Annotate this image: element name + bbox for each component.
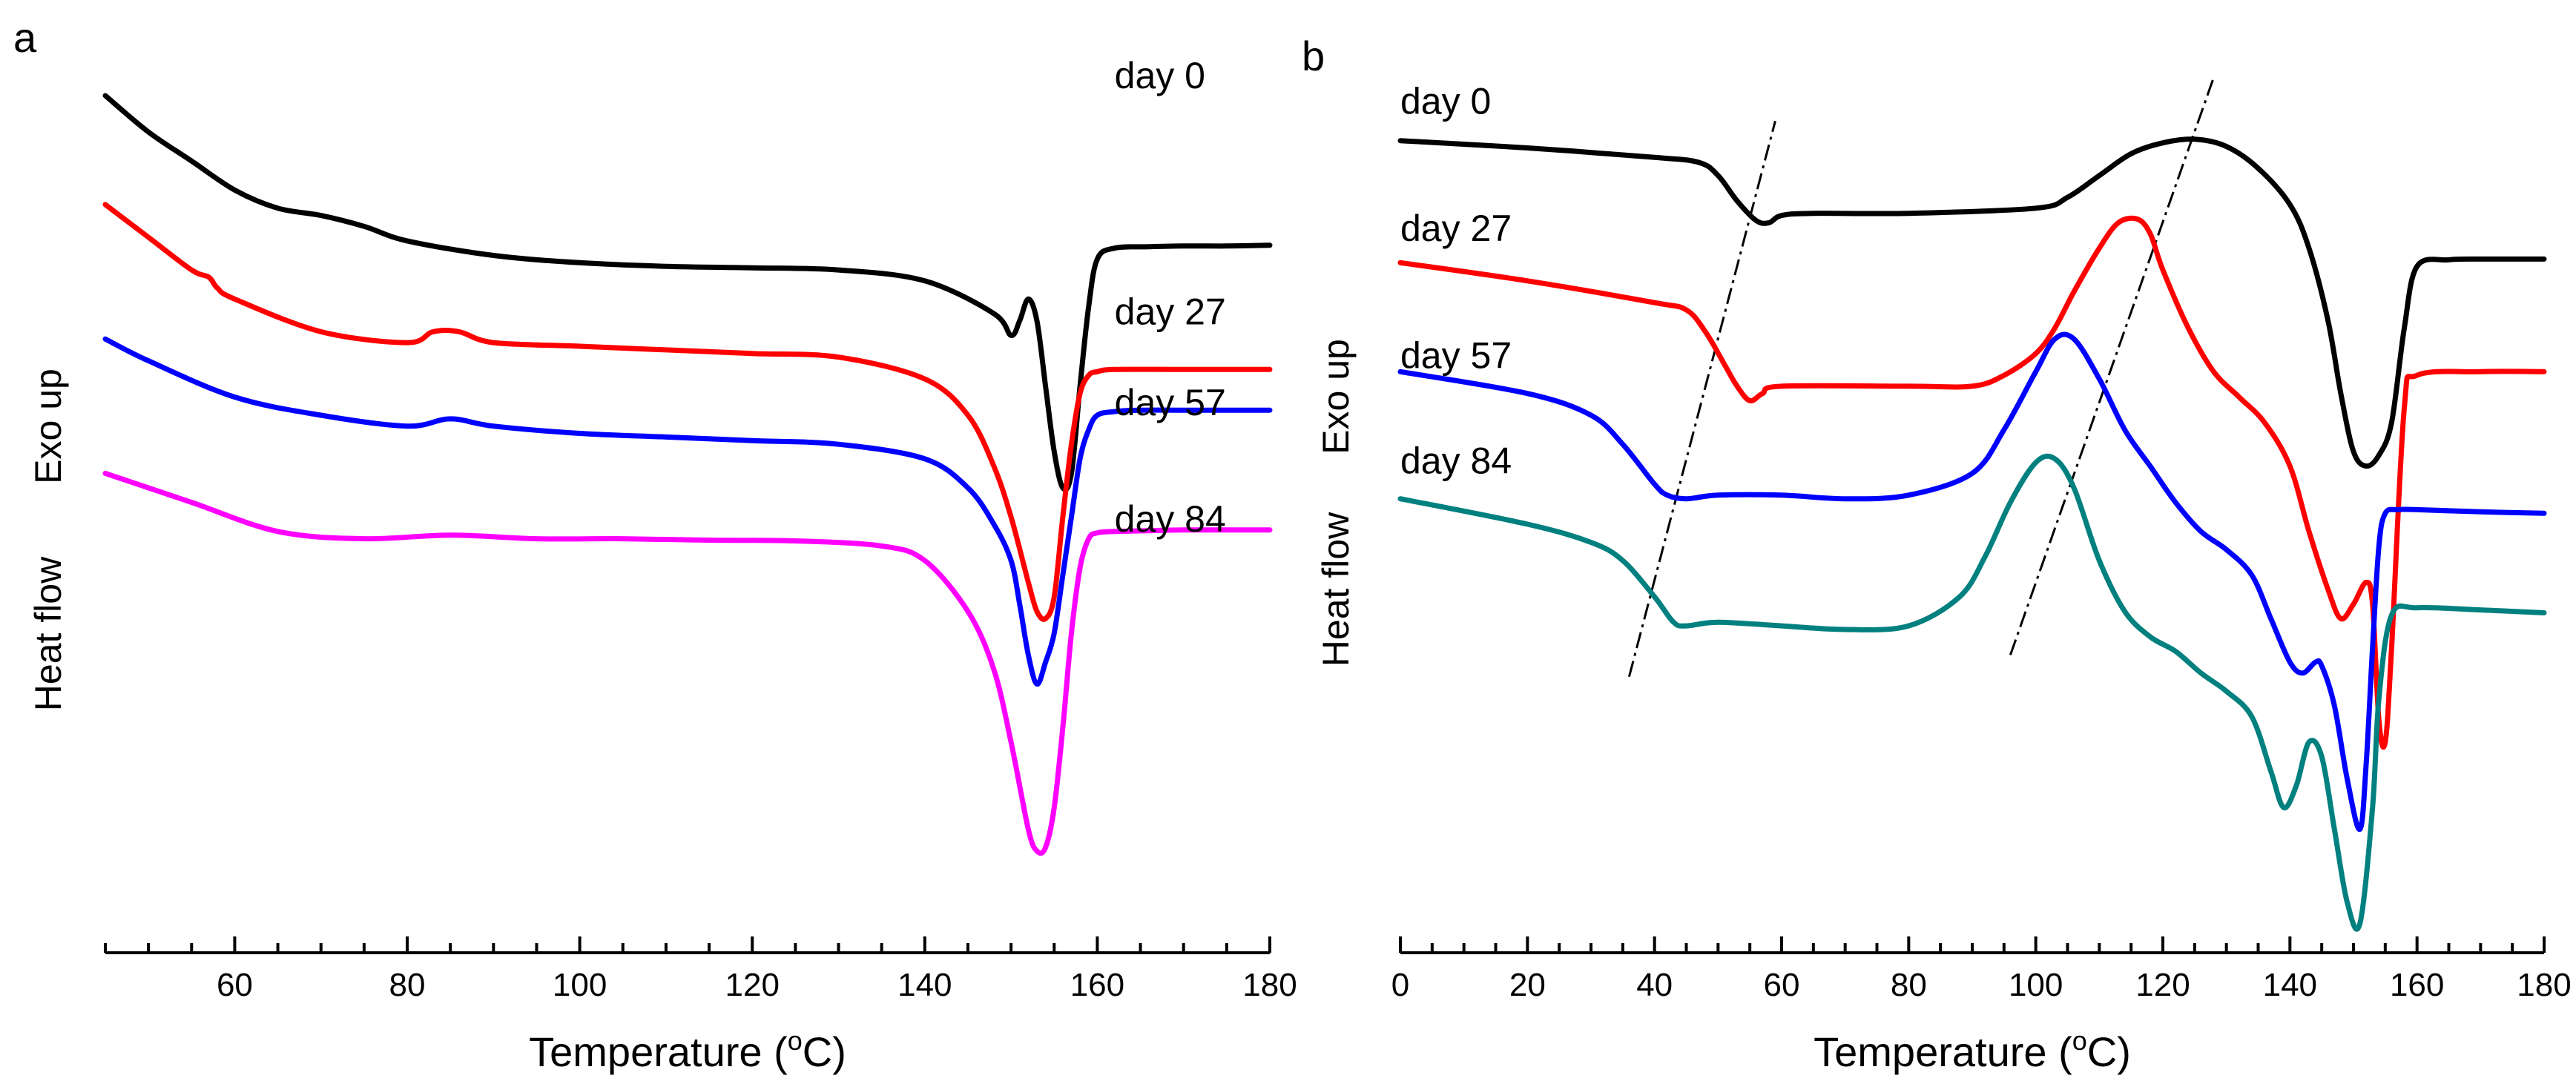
panel-a-legend-labels: day 0 day 27 day 57 day 84	[1115, 55, 1226, 540]
panel-a-y-label-exo: Exo up	[27, 369, 69, 484]
panel-b-y-label-exo: Exo up	[1315, 339, 1357, 455]
series-label-day-84: day 84	[1400, 440, 1512, 481]
series-label-day-0: day 0	[1400, 80, 1491, 122]
panel-a-x-title-degree: o	[788, 1025, 803, 1056]
series-line-day-0	[102, 93, 1273, 492]
panel-b-guide-lines	[1627, 76, 2215, 678]
series-label-day-57: day 57	[1400, 334, 1512, 376]
x-tick-label: 180	[2517, 967, 2571, 1003]
series-label-day-27: day 27	[1115, 291, 1226, 333]
x-tick-label: 120	[2135, 967, 2190, 1003]
series-label-day-27: day 27	[1400, 208, 1512, 249]
x-tick-label: 80	[1891, 967, 1927, 1003]
x-tick-label: 80	[389, 967, 426, 1003]
x-tick-label: 60	[217, 967, 253, 1003]
panel-a-x-axis: 60 80 100 120 140 160 180	[104, 936, 1297, 1003]
panel-a-y-label-heatflow: Heat flow	[27, 556, 69, 711]
series-line-day-84	[102, 470, 1273, 856]
x-tick-label: 120	[725, 967, 780, 1003]
panel-b-x-title-degree: o	[2072, 1025, 2087, 1056]
panel-b-x-axis-title: Temperature (oC)	[1814, 1025, 2131, 1075]
x-tick-label: 100	[2009, 967, 2063, 1003]
panel-b-legend-labels: day 0 day 27 day 57 day 84	[1400, 80, 1512, 481]
x-tick-label: 100	[553, 967, 607, 1003]
series-line-day-57	[102, 336, 1273, 687]
panel-b-x-title-prefix: Temperature (	[1814, 1028, 2072, 1075]
series-label-day-0: day 0	[1115, 55, 1205, 96]
series-label-day-84: day 84	[1115, 498, 1226, 540]
panel-a-x-title-prefix: Temperature (	[529, 1028, 788, 1075]
panel-a-label: a	[13, 14, 37, 61]
panel-a-series-group	[102, 93, 1273, 856]
guide-line	[2009, 76, 2215, 655]
x-tick-label: 180	[1242, 967, 1297, 1003]
panel-a-x-title-unit: C)	[803, 1028, 846, 1075]
x-tick-label: 140	[897, 967, 952, 1003]
panel-b-series-group	[1397, 136, 2547, 932]
x-tick-label: 160	[2390, 967, 2444, 1003]
series-line-day-27	[102, 202, 1273, 622]
panel-a-x-axis-title: Temperature (oC)	[529, 1025, 846, 1075]
series-line-day-84	[1397, 453, 2547, 932]
x-tick-label: 160	[1070, 967, 1124, 1003]
series-line-day-0	[1397, 136, 2547, 469]
x-tick-label: 40	[1636, 967, 1673, 1003]
panel-b-x-title-unit: C)	[2087, 1028, 2131, 1075]
series-line-day-57	[1397, 331, 2547, 833]
x-tick-label: 140	[2263, 967, 2317, 1003]
x-tick-label: 60	[1764, 967, 1800, 1003]
panel-b-x-axis: 0 20 40 60 80 100 120 140 160 180	[1391, 936, 2572, 1003]
series-line-day-27	[1397, 215, 2547, 750]
x-tick-label: 20	[1509, 967, 1546, 1003]
panel-b-y-label-heatflow: Heat flow	[1315, 512, 1357, 667]
series-label-day-57: day 57	[1115, 382, 1226, 423]
panel-b-label: b	[1302, 33, 1325, 79]
x-tick-label: 0	[1391, 967, 1409, 1003]
